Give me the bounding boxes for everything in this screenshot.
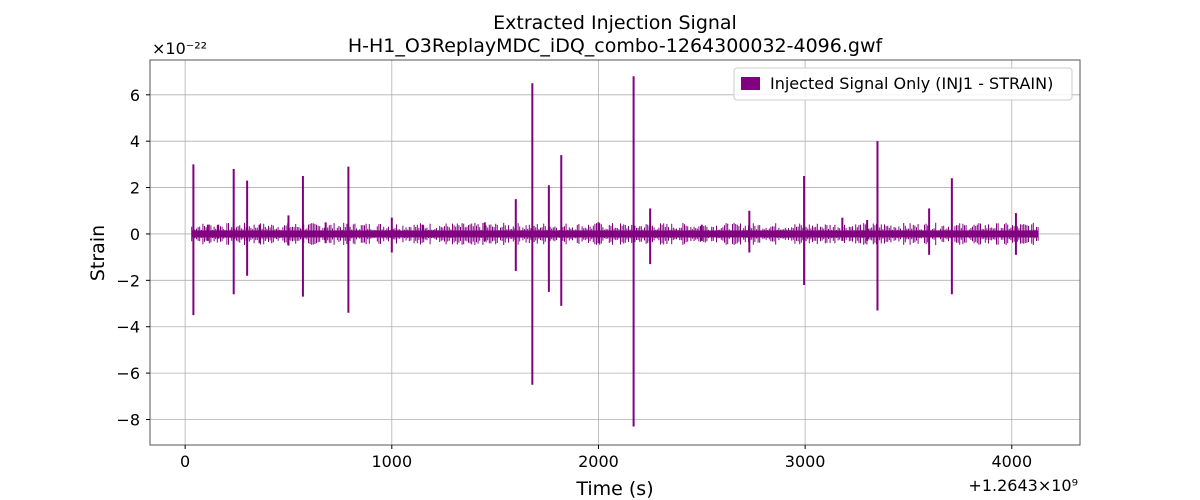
legend-label: Injected Signal Only (INJ1 - STRAIN) bbox=[770, 74, 1053, 93]
chart-title: Extracted Injection Signal bbox=[493, 12, 737, 34]
chart-subtitle: H-H1_O3ReplayMDC_iDQ_combo-1264300032-40… bbox=[348, 35, 884, 57]
x-axis-label: Time (s) bbox=[575, 478, 653, 500]
y-tick-label: −2 bbox=[116, 271, 140, 290]
x-tick-label: 4000 bbox=[991, 452, 1032, 471]
series-baseline-band bbox=[191, 230, 1039, 238]
legend-swatch bbox=[741, 77, 760, 90]
y-tick-label: 4 bbox=[130, 132, 140, 151]
series-noise bbox=[191, 222, 1039, 246]
y-tick-label: 0 bbox=[130, 225, 140, 244]
series-group bbox=[191, 76, 1039, 427]
y-tick-label: −8 bbox=[116, 410, 140, 429]
y-tick-label: −6 bbox=[116, 364, 140, 383]
y-scale-label: ×10⁻²² bbox=[152, 39, 207, 58]
y-tick-label: 6 bbox=[130, 86, 140, 105]
x-tick-label: 2000 bbox=[578, 452, 619, 471]
x-offset-label: +1.2643×10⁹ bbox=[968, 476, 1078, 495]
x-axis: 0 1000 2000 3000 4000 bbox=[180, 445, 1032, 471]
grid bbox=[150, 60, 1080, 445]
legend: Injected Signal Only (INJ1 - STRAIN) bbox=[733, 67, 1073, 101]
y-tick-label: 2 bbox=[130, 179, 140, 198]
x-tick-label: 1000 bbox=[371, 452, 412, 471]
x-tick-label: 0 bbox=[180, 452, 190, 471]
legend-box bbox=[733, 67, 1073, 101]
y-axis: 6 4 2 0 −2 −4 −6 −8 bbox=[116, 86, 150, 429]
y-axis-label: Strain bbox=[87, 225, 109, 281]
plot-frame bbox=[149, 59, 1081, 446]
x-tick-label: 3000 bbox=[785, 452, 826, 471]
y-tick-label: −4 bbox=[116, 318, 140, 337]
